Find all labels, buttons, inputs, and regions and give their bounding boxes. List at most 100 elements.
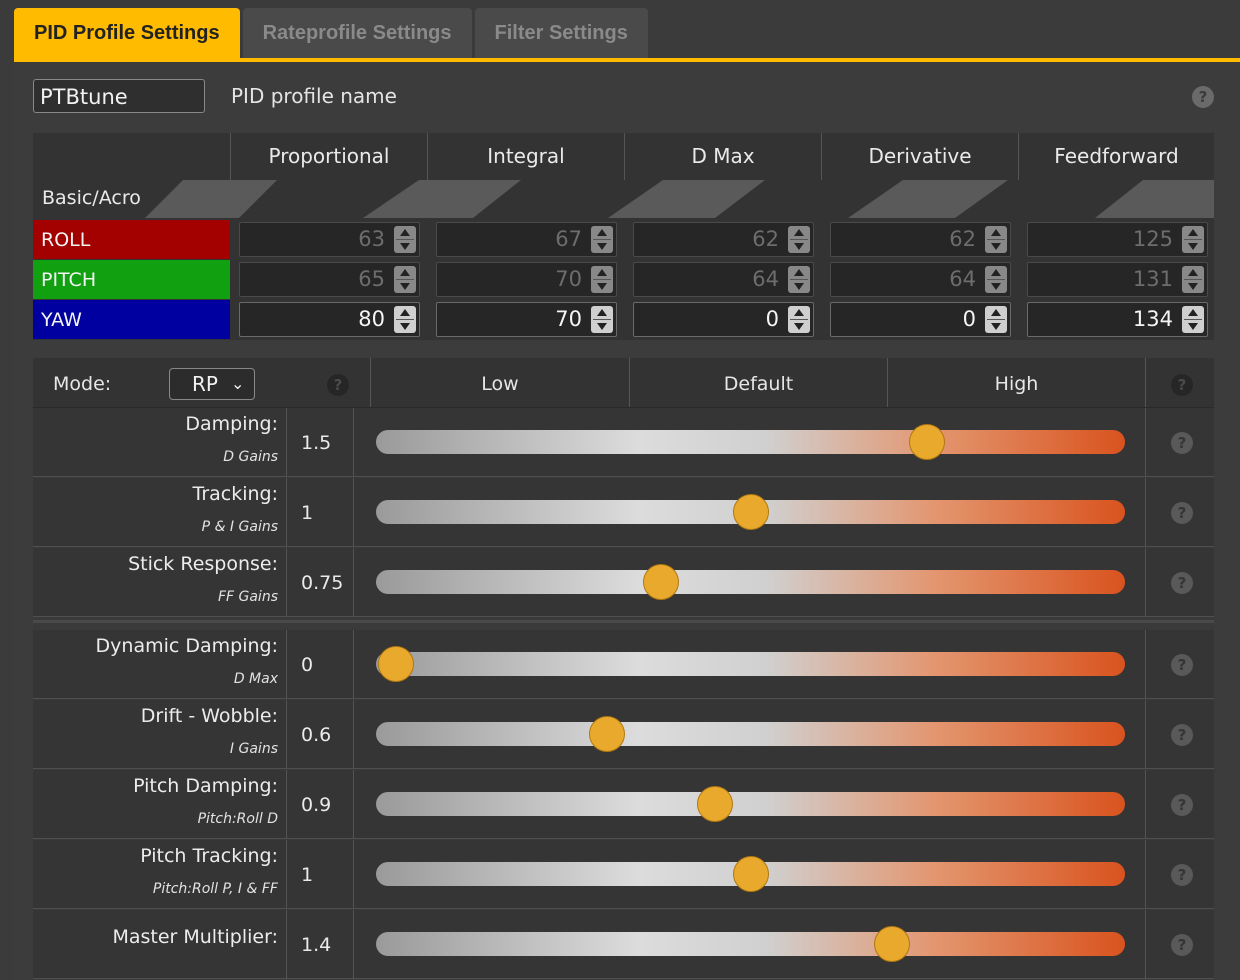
axis-label-roll: ROLL (33, 220, 230, 259)
pitch-d-max-input[interactable]: 64 (633, 262, 814, 297)
slider-sublabel: Pitch:Roll P, I & FF (152, 881, 278, 897)
help-icon[interactable]: ? (1171, 374, 1193, 396)
profile-name-label: PID profile name (231, 84, 397, 108)
stepper-arrows-icon[interactable] (591, 306, 613, 333)
header-slant (608, 180, 765, 218)
pitch-integral-input[interactable]: 70 (436, 262, 617, 297)
header-slant (1095, 180, 1214, 218)
pitch-proportional-input[interactable]: 65 (239, 262, 420, 297)
slider-handle[interactable] (874, 926, 911, 962)
stepper-arrows-icon[interactable] (1182, 306, 1204, 333)
stepper-arrows-icon[interactable] (788, 266, 810, 293)
column-header-d-max: D Max (624, 133, 821, 180)
basic-acro-label: Basic/Acro (42, 187, 141, 209)
slider-value: 0.6 (286, 700, 354, 769)
slider-handle[interactable] (642, 564, 679, 600)
roll-proportional-input[interactable]: 63 (239, 222, 420, 257)
help-icon[interactable]: ? (1171, 724, 1193, 746)
tab-rateprofile-settings[interactable]: Rateprofile Settings (242, 8, 472, 60)
yaw-derivative-input[interactable]: 0 (830, 302, 1011, 337)
pitch-feedforward-input[interactable]: 131 (1027, 262, 1208, 297)
column-separator (1145, 840, 1146, 909)
help-icon[interactable]: ? (327, 374, 349, 396)
slider-handle[interactable] (732, 494, 769, 530)
spin-value: 63 (358, 227, 385, 251)
slider-sublabel: D Max (233, 671, 278, 687)
profile-name-input[interactable]: PTBtune (33, 79, 205, 113)
spin-value: 125 (1132, 227, 1173, 251)
spin-value: 70 (555, 307, 582, 331)
column-header-proportional: Proportional (230, 133, 427, 180)
spin-value: 67 (555, 227, 582, 251)
column-header-slants (145, 180, 1214, 218)
help-icon[interactable]: ? (1171, 654, 1193, 676)
spin-value: 64 (949, 267, 976, 291)
slider-track[interactable] (376, 652, 1125, 676)
column-header-derivative: Derivative (821, 133, 1018, 180)
yaw-integral-input[interactable]: 70 (436, 302, 617, 337)
stepper-arrows-icon[interactable] (394, 266, 416, 293)
help-icon[interactable]: ? (1171, 572, 1193, 594)
slider-sublabel: Pitch:Roll D (197, 811, 278, 827)
roll-feedforward-input[interactable]: 125 (1027, 222, 1208, 257)
column-separator (1145, 408, 1146, 477)
slider-track[interactable] (376, 932, 1125, 956)
row-divider (33, 476, 1214, 477)
roll-integral-input[interactable]: 67 (436, 222, 617, 257)
slider-handle[interactable] (732, 856, 769, 892)
help-icon[interactable]: ? (1171, 794, 1193, 816)
row-divider (33, 978, 1214, 979)
slider-handle[interactable] (589, 716, 626, 752)
help-icon[interactable]: ? (1171, 934, 1193, 956)
column-header-default: Default (629, 358, 887, 407)
slider-track[interactable] (376, 430, 1125, 454)
stepper-arrows-icon[interactable] (985, 266, 1007, 293)
tab-pid-profile-settings[interactable]: PID Profile Settings (14, 8, 240, 60)
axis-label-pitch: PITCH (33, 260, 230, 299)
help-icon[interactable]: ? (1192, 86, 1214, 108)
spin-value: 70 (555, 267, 582, 291)
stepper-arrows-icon[interactable] (394, 226, 416, 253)
slider-label: Dynamic Damping: (95, 635, 278, 657)
spin-value: 62 (752, 227, 779, 251)
roll-derivative-input[interactable]: 62 (830, 222, 1011, 257)
slider-track[interactable] (376, 722, 1125, 746)
stepper-arrows-icon[interactable] (985, 306, 1007, 333)
slider-value: 1.5 (286, 408, 354, 477)
stepper-arrows-icon[interactable] (394, 306, 416, 333)
slider-handle[interactable] (697, 786, 734, 822)
yaw-proportional-input[interactable]: 80 (239, 302, 420, 337)
tab-filter-settings[interactable]: Filter Settings (474, 8, 648, 60)
slider-sublabel: I Gains (229, 741, 278, 757)
help-icon[interactable]: ? (1171, 502, 1193, 524)
help-icon[interactable]: ? (1171, 864, 1193, 886)
slider-track[interactable] (376, 570, 1125, 594)
pitch-derivative-input[interactable]: 64 (830, 262, 1011, 297)
slider-label: Stick Response: (128, 553, 278, 575)
yaw-d-max-input[interactable]: 0 (633, 302, 814, 337)
slider-label: Master Multiplier: (112, 926, 278, 948)
stepper-arrows-icon[interactable] (788, 306, 810, 333)
stepper-arrows-icon[interactable] (1182, 266, 1204, 293)
mode-select[interactable]: RP (169, 368, 255, 400)
stepper-arrows-icon[interactable] (788, 226, 810, 253)
help-icon[interactable]: ? (1171, 432, 1193, 454)
mode-label: Mode: (53, 373, 112, 395)
column-header-integral: Integral (427, 133, 624, 180)
slider-value: 1.4 (286, 910, 354, 979)
slider-track[interactable] (376, 792, 1125, 816)
slider-handle[interactable] (908, 424, 945, 460)
spin-value: 131 (1132, 267, 1173, 291)
stepper-arrows-icon[interactable] (591, 266, 613, 293)
slider-handle[interactable] (378, 646, 415, 682)
row-divider (33, 838, 1214, 839)
row-divider (33, 616, 1214, 617)
header-slant (363, 180, 521, 218)
slider-label: Tracking: (192, 483, 279, 505)
slider-value: 0 (286, 630, 354, 699)
stepper-arrows-icon[interactable] (1182, 226, 1204, 253)
roll-d-max-input[interactable]: 62 (633, 222, 814, 257)
stepper-arrows-icon[interactable] (591, 226, 613, 253)
yaw-feedforward-input[interactable]: 134 (1027, 302, 1208, 337)
stepper-arrows-icon[interactable] (985, 226, 1007, 253)
